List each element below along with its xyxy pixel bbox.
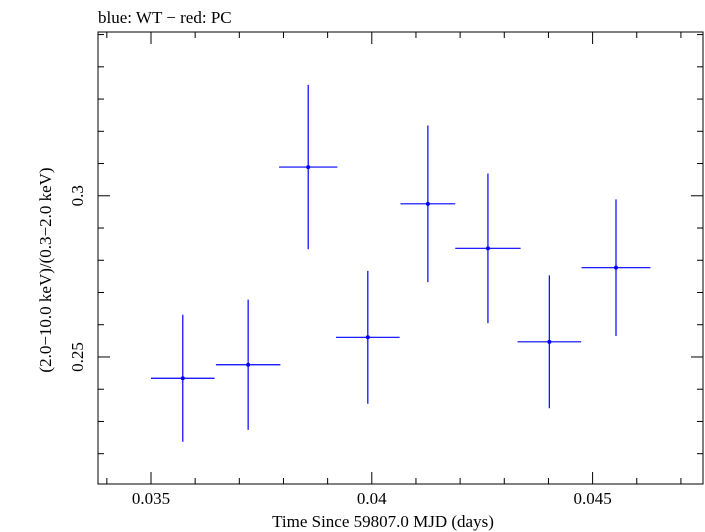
point-marker [365, 335, 370, 340]
y-axis-label: (2.0−10.0 keV)/(0.3−2.0 keV) [36, 167, 55, 372]
plot-frame [97, 31, 704, 485]
x-axis-label: Time Since 59807.0 MJD (days) [272, 512, 494, 531]
data-point [517, 275, 582, 409]
point-marker [246, 362, 251, 367]
axis-tick-labels: 0.035 0.04 0.045 0.25 0.3 [68, 185, 612, 508]
point-marker [614, 265, 619, 270]
data-point [279, 84, 338, 250]
y-tick-label: 0.3 [68, 185, 87, 206]
point-marker [306, 165, 311, 170]
chart-title: blue: WT − red: PC [98, 8, 232, 27]
data-point [336, 270, 400, 404]
data-points [150, 84, 651, 442]
data-point [150, 314, 215, 442]
y-tick-label: 0.25 [68, 342, 87, 372]
x-tick-label: 0.045 [573, 489, 611, 508]
data-point [581, 199, 651, 337]
x-tick-label: 0.04 [357, 489, 387, 508]
point-marker [547, 339, 552, 344]
point-marker [485, 246, 490, 251]
point-marker [180, 376, 185, 381]
axis-ticks [98, 32, 703, 484]
data-point [455, 173, 521, 324]
x-tick-label: 0.035 [132, 489, 170, 508]
data-point [215, 299, 281, 430]
data-point [400, 125, 456, 283]
point-marker [425, 201, 430, 206]
